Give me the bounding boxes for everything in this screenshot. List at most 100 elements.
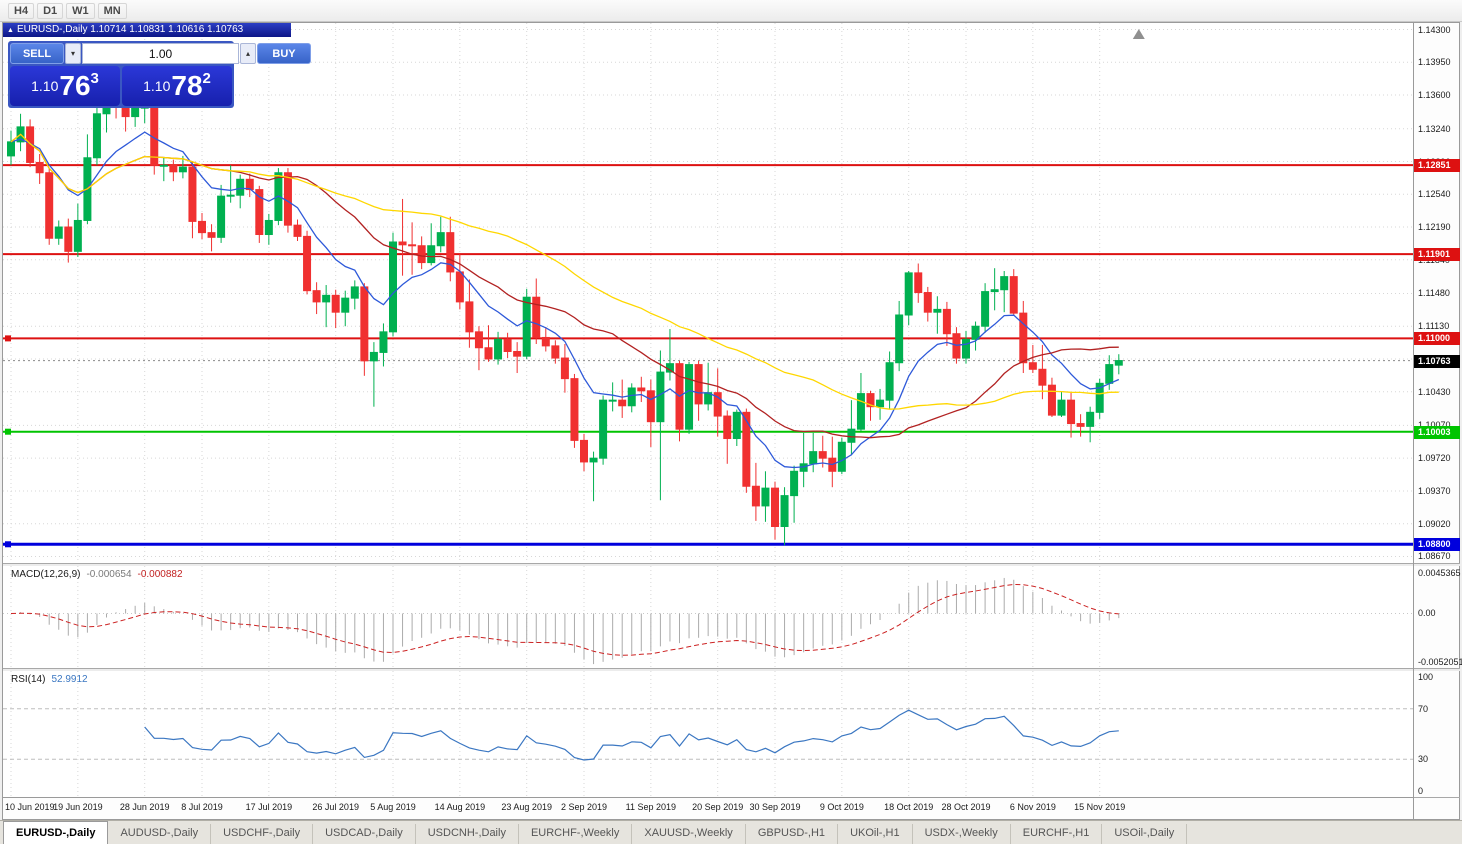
rsi-line	[144, 709, 1119, 761]
tab-eurchf-h1[interactable]: EURCHF-,H1	[1011, 824, 1103, 844]
time-axis-label: 19 Jun 2019	[53, 802, 103, 812]
buy-price-pips: 78	[171, 70, 203, 101]
timeframe-d1-button[interactable]: D1	[37, 2, 64, 19]
chart-title-ohlc: 1.10714 1.10831 1.10616 1.10763	[90, 24, 244, 35]
price-line-badge-1.08800: 1.08800	[1414, 538, 1460, 552]
sell-price-pipette: 3	[90, 70, 99, 87]
chart-shift-marker[interactable]	[1132, 29, 1145, 39]
time-axis-label: 15 Nov 2019	[1074, 802, 1126, 812]
macd-scale-top-label: 0.0045365	[1418, 568, 1461, 578]
chart-window: 10 Jun 2019 19 Jun 2019 28 Jun 2019 8 Jul 2…	[2, 22, 1462, 820]
time-axis-label: 26 Jul 2019	[312, 802, 359, 812]
time-axis-label: 8 Jul 2019	[181, 802, 223, 812]
volume-decrease-button[interactable]: ▾	[65, 43, 81, 64]
time-axis-label: 14 Aug 2019	[434, 802, 486, 812]
time-axis-label: 6 Nov 2019	[1009, 802, 1056, 812]
time-axis-label: 30 Sep 2019	[749, 802, 801, 812]
tab-usoil-daily[interactable]: USOil-,Daily	[1102, 824, 1188, 844]
price-axis-label: 1.14300	[1418, 24, 1451, 35]
rsi-scale-label-30: 30	[1418, 754, 1429, 765]
time-axis-label: 18 Oct 2019	[884, 802, 934, 812]
chart-title-symbol: EURUSD-,Daily	[16, 24, 88, 35]
buy-price-button[interactable]: 1.10 78 2	[122, 66, 232, 106]
time-axis-label: 11 Sep 2019	[625, 802, 677, 812]
spin-up-icon: ▴	[245, 49, 250, 58]
rsi-value: 52.9912	[51, 674, 88, 685]
tab-ukoil-h1[interactable]: UKOil-,H1	[838, 824, 913, 844]
price-line-badge-1.10003: 1.10003	[1414, 425, 1460, 439]
horizontal-line-1.08800[interactable]	[3, 541, 1413, 548]
tab-eurchf-weekly[interactable]: EURCHF-,Weekly	[519, 824, 633, 844]
panel-splitter-rsi[interactable]	[3, 668, 1413, 671]
time-axis-label: 10 Jun 2019	[5, 802, 55, 812]
chart-plot-area: 10 Jun 2019 19 Jun 2019 28 Jun 2019 8 Jul 2…	[3, 23, 1413, 819]
timeframe-mn-button[interactable]: MN	[97, 2, 127, 19]
price-axis-label: 1.09370	[1418, 485, 1451, 496]
line-handle[interactable]	[5, 428, 11, 435]
price-axis-label: 1.08670	[1418, 551, 1451, 562]
buy-price-pipette: 2	[202, 70, 211, 87]
sell-price-button[interactable]: 1.10 76 3	[10, 66, 120, 106]
time-axis-label: 9 Oct 2019	[819, 802, 864, 812]
price-line-badge-1.11000: 1.11000	[1414, 332, 1460, 346]
price-axis-label: 1.13240	[1418, 123, 1451, 134]
tab-usdcnh-daily[interactable]: USDCNH-,Daily	[416, 824, 519, 844]
tab-usdx-weekly[interactable]: USDX-,Weekly	[913, 824, 1011, 844]
moving-average-10	[10, 131, 1120, 469]
tab-usdcad-daily[interactable]: USDCAD-,Daily	[313, 824, 416, 844]
macd-signal-value: -0.000882	[137, 569, 183, 580]
tab-audusd-daily[interactable]: AUDUSD-,Daily	[108, 824, 212, 844]
timeframe-toolbar: H4 D1 W1 MN	[0, 0, 1462, 22]
axis-separator	[1414, 797, 1460, 798]
timeframe-h4-button[interactable]: H4	[8, 2, 35, 19]
current-price-badge: 1.10763	[1414, 354, 1460, 368]
line-handle[interactable]	[5, 335, 11, 342]
tab-eurusd-daily[interactable]: EURUSD-,Daily	[3, 821, 109, 844]
rsi-label: RSI(14) 52.9912	[11, 674, 88, 685]
spin-down-icon: ▾	[70, 49, 75, 58]
time-axis-label: 17 Jul 2019	[245, 802, 293, 812]
sell-button[interactable]: SELL	[10, 43, 64, 64]
rsi-name: RSI(14)	[11, 674, 46, 685]
time-axis-label: 23 Aug 2019	[501, 802, 552, 812]
line-handle[interactable]	[5, 541, 11, 548]
candles	[7, 93, 1123, 546]
buy-price-figure: 1.10	[143, 78, 171, 94]
chart-title-bar[interactable]: ▲ EURUSD-,Daily 1.10714 1.10831 1.10616 1…	[3, 23, 291, 37]
axis-separator	[1414, 563, 1460, 566]
timeframe-w1-button[interactable]: W1	[66, 2, 95, 19]
rsi-scale-label-100: 100	[1418, 672, 1434, 682]
main-price-chart[interactable]	[3, 23, 1413, 563]
macd-signal-line	[10, 583, 1119, 656]
time-axis[interactable]: 10 Jun 2019 19 Jun 2019 28 Jun 2019 8 Jul 2…	[3, 797, 1413, 819]
volume-input[interactable]	[82, 43, 239, 64]
axis-separator	[1414, 668, 1460, 671]
chart-tab-bar: EURUSD-,Daily AUDUSD-,Daily USDCHF-,Daily U…	[0, 820, 1462, 844]
tab-xauusd-weekly[interactable]: XAUUSD-,Weekly	[632, 824, 746, 844]
price-line-badge-1.12851: 1.12851	[1414, 159, 1460, 173]
sell-price-pips: 76	[59, 70, 91, 101]
panel-splitter-macd[interactable]	[3, 563, 1413, 566]
price-axis-label: 1.10430	[1418, 386, 1451, 397]
moving-average-45	[10, 133, 1119, 410]
chart-window-icon: ▲	[7, 27, 14, 34]
tab-gbpusd-h1[interactable]: GBPUSD-,H1	[746, 824, 839, 844]
buy-button[interactable]: BUY	[257, 43, 311, 64]
price-axis-label: 1.12190	[1418, 222, 1451, 233]
macd-scale-bottom-label: -0.0052051	[1418, 657, 1462, 667]
time-axis-label: 2 Sep 2019	[560, 802, 608, 812]
volume-increase-button[interactable]: ▴	[240, 43, 256, 64]
price-line-badge-1.11901: 1.11901	[1414, 248, 1460, 262]
rsi-indicator-panel[interactable]	[3, 671, 1413, 797]
price-axis[interactable]: 1.143001.139501.136001.132401.128901.125…	[1413, 23, 1462, 819]
price-axis-label: 1.12540	[1418, 189, 1451, 200]
rsi-scale-label-70: 70	[1418, 703, 1429, 714]
price-axis-label: 1.13600	[1418, 90, 1451, 101]
horizontal-line-1.10003[interactable]	[3, 428, 1413, 435]
macd-indicator-panel[interactable]	[3, 566, 1413, 668]
time-axis-label: 28 Oct 2019	[941, 802, 991, 812]
price-axis-label: 1.13950	[1418, 57, 1451, 68]
tab-usdchf-daily[interactable]: USDCHF-,Daily	[211, 824, 314, 844]
